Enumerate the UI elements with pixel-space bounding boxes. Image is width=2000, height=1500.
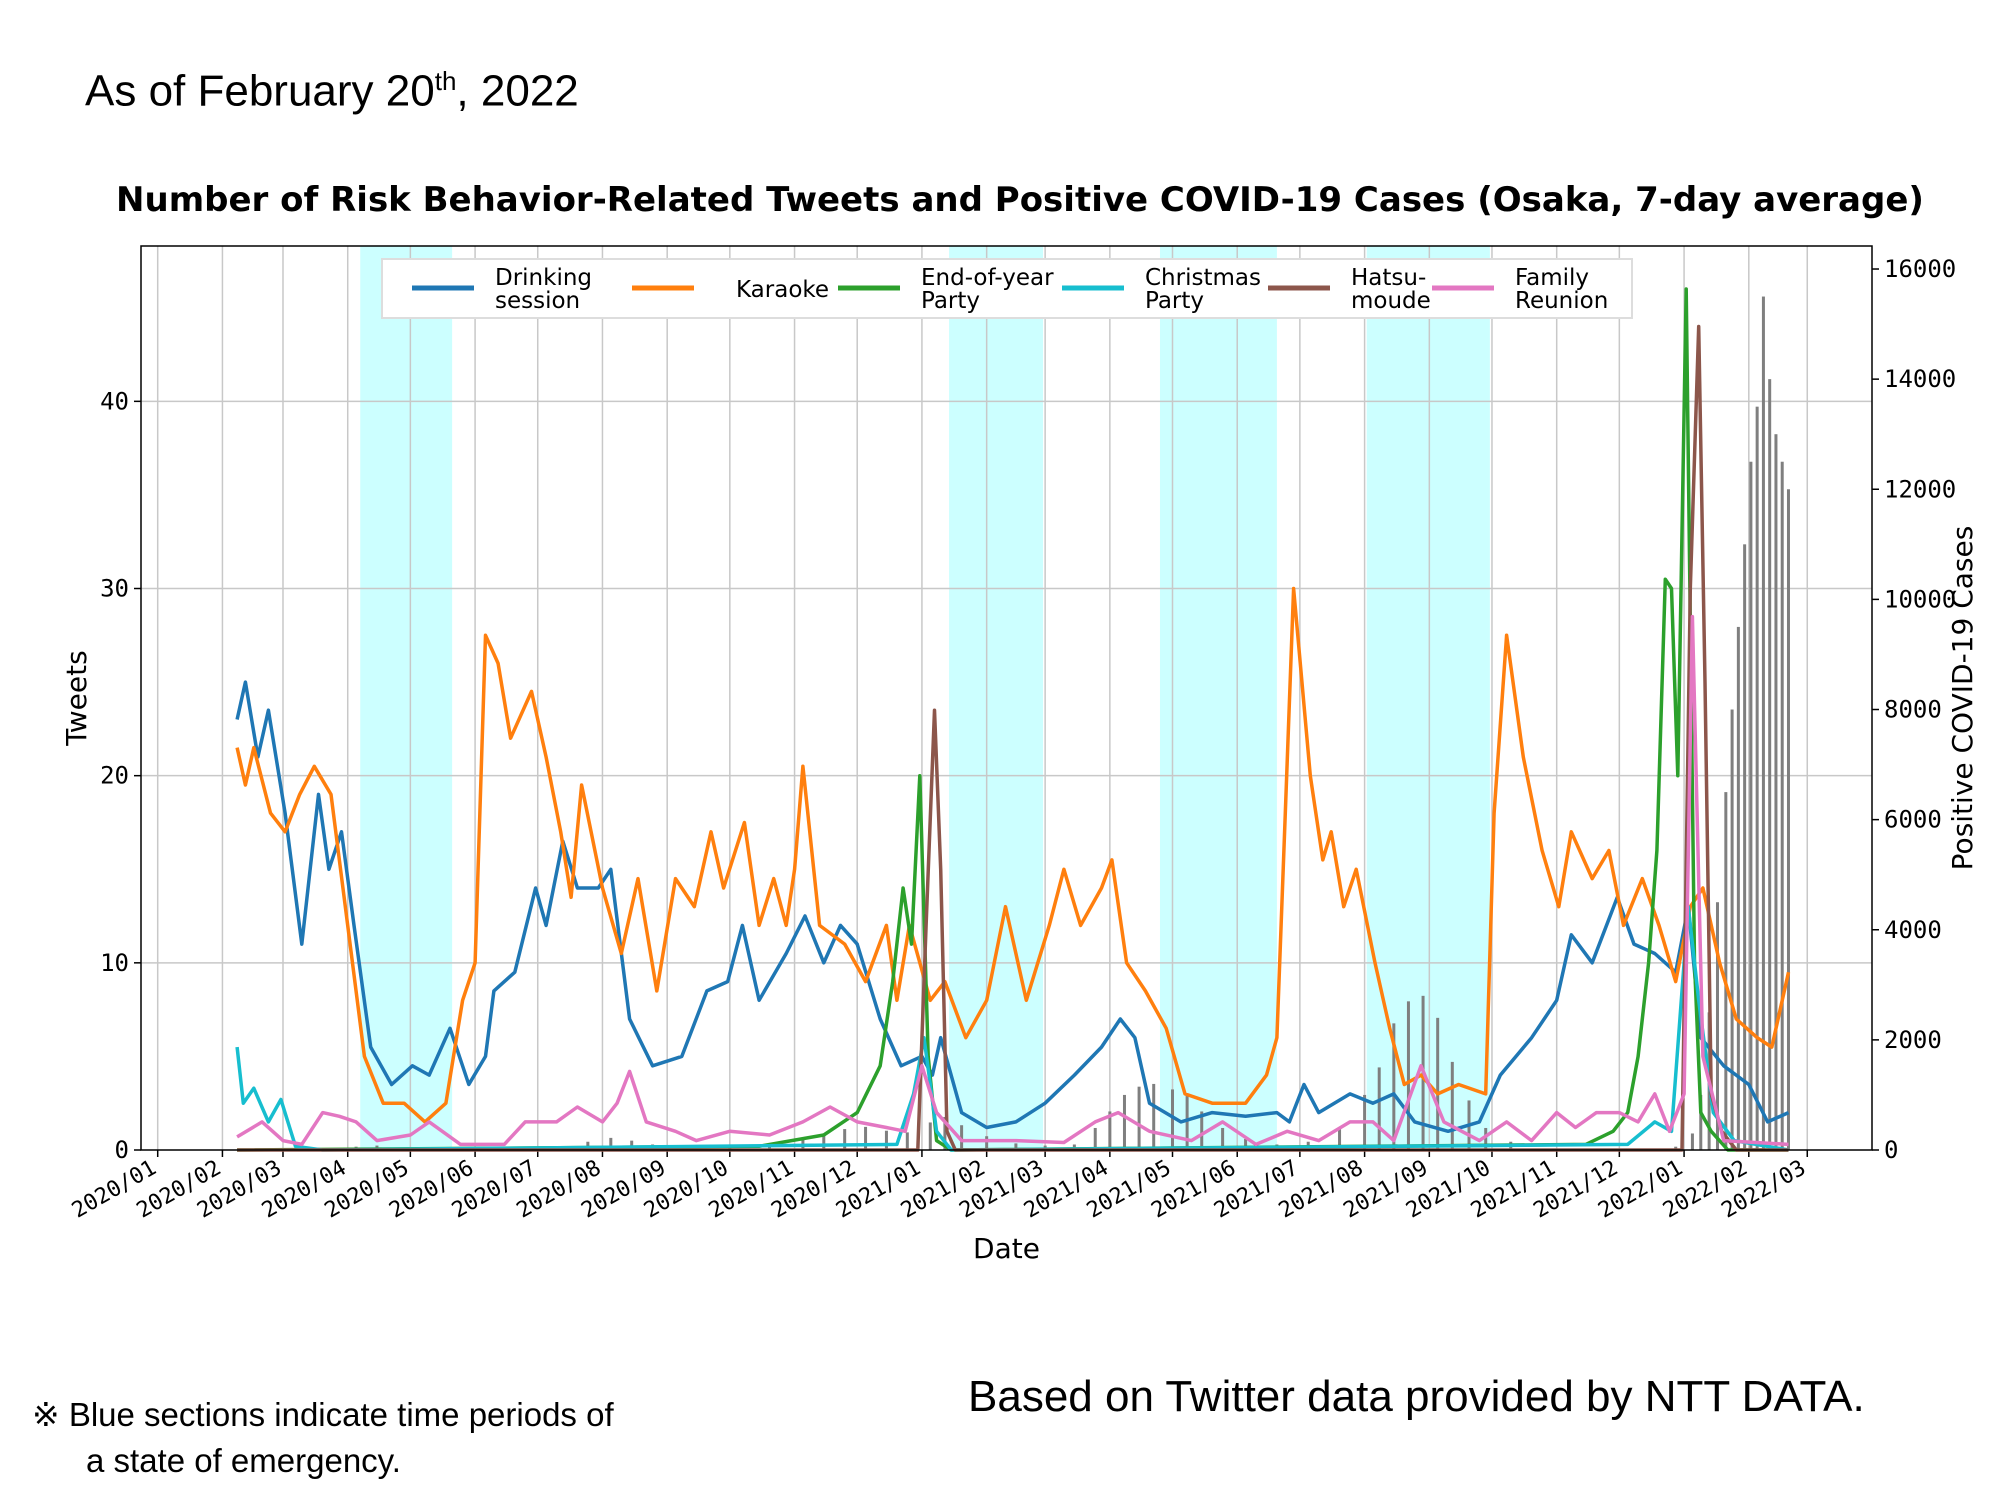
note-line-1: Blue sections indicate time periods of: [68, 1396, 614, 1433]
cases-bar: [1780, 461, 1784, 1150]
legend-label: Karaoke: [736, 277, 829, 303]
y2-axis-label: Positive COVID-19 Cases: [1946, 526, 1979, 871]
cases-bar: [1690, 1133, 1694, 1150]
cases-bar: [1377, 1067, 1381, 1150]
y2-tick-label: 8000: [1884, 696, 1942, 724]
cases-bar: [1244, 1138, 1248, 1150]
y-axis-label: Tweets: [60, 650, 93, 746]
cases-bar: [822, 1133, 826, 1150]
series-line-family-reunion: [236, 614, 1789, 1147]
emergency-note: ※ Blue sections indicate time periods of…: [32, 1392, 614, 1484]
legend-label: Hatsu-: [1351, 265, 1426, 291]
legend-label: Drinking: [495, 265, 592, 291]
y2-tick-label: 0: [1884, 1136, 1898, 1164]
y-tick-label: 40: [100, 387, 129, 415]
cases-bar: [1715, 902, 1719, 1150]
legend-label: session: [495, 288, 580, 314]
emergency-period: [949, 246, 1044, 1150]
cases-bar: [609, 1137, 613, 1150]
cases-bar: [1200, 1111, 1204, 1150]
y2-tick-label: 12000: [1884, 475, 1956, 503]
legend-label: moude: [1351, 288, 1431, 314]
cases-bar: [1014, 1143, 1018, 1150]
series-line-karaoke: [235, 586, 1791, 1124]
cases-bar: [1436, 1017, 1440, 1150]
x-axis-label: Date: [973, 1232, 1040, 1265]
cases-bar: [928, 1122, 932, 1150]
legend-label: Family: [1515, 265, 1589, 291]
y2-tick-label: 2000: [1884, 1026, 1942, 1054]
cases-bar: [768, 1145, 772, 1150]
emergency-period: [1366, 246, 1490, 1150]
cases-bar: [1152, 1083, 1156, 1150]
legend-label: Party: [1145, 288, 1204, 314]
cases-bar: [1774, 434, 1778, 1150]
legend-item: Hatsu-moude: [1268, 265, 1431, 314]
y-tick-label: 20: [100, 762, 129, 790]
y2-tick-label: 4000: [1884, 916, 1942, 944]
as-of-year: , 2022: [456, 66, 579, 116]
cases-bar: [1484, 1127, 1488, 1150]
cases-bar: [1406, 1001, 1410, 1150]
legend-label: Christmas: [1145, 265, 1261, 291]
y-tick-label: 0: [115, 1136, 129, 1164]
y-tick-label: 30: [100, 575, 129, 603]
cases-bar: [1699, 1094, 1703, 1150]
cases-bar: [1730, 709, 1734, 1150]
cases-bar: [1761, 296, 1765, 1150]
chart-title: Number of Risk Behavior-Related Tweets a…: [116, 180, 1924, 220]
y-tick-label: 10: [100, 949, 129, 977]
cases-bar: [1736, 626, 1740, 1150]
series-line-christmas-party: [235, 904, 1789, 1152]
cases-bar: [843, 1129, 847, 1150]
emergency-period: [360, 246, 453, 1150]
cases-bar: [1122, 1094, 1126, 1150]
cases-bar: [905, 1132, 909, 1150]
cases-bar: [1786, 489, 1790, 1150]
cases-bar: [1392, 1023, 1396, 1150]
as-of-text: As of February 20: [85, 66, 435, 116]
cases-bar: [985, 1136, 989, 1150]
cases-bar: [864, 1126, 868, 1150]
cases-bar: [960, 1125, 964, 1150]
cases-bar: [1171, 1089, 1175, 1150]
y2-tick-label: 6000: [1884, 806, 1942, 834]
cases-bar: [1137, 1086, 1141, 1150]
emergency-period: [1159, 246, 1277, 1150]
cases-bar: [943, 1116, 947, 1150]
cases-bar: [1450, 1061, 1454, 1150]
legend-item: Karaoke: [632, 277, 829, 303]
legend-box: [381, 258, 1633, 319]
data-credit: Based on Twitter data provided by NTT DA…: [968, 1372, 1865, 1421]
cases-bar: [1743, 544, 1747, 1150]
plot-frame: [140, 245, 1873, 1151]
legend-label: End-of-year: [921, 265, 1054, 291]
cases-bar: [1768, 379, 1772, 1150]
as-of-superscript: th: [434, 66, 457, 96]
cases-bar: [1221, 1127, 1225, 1150]
y2-tick-label: 10000: [1884, 585, 1956, 613]
cases-bar: [1108, 1111, 1112, 1150]
legend-label: Party: [921, 288, 980, 314]
note-mark: ※: [32, 1396, 60, 1433]
cases-bar: [1755, 406, 1759, 1150]
as-of-date: As of February 20th, 2022: [85, 66, 579, 117]
cases-bar: [884, 1130, 888, 1150]
note-line-2: a state of emergency.: [86, 1442, 401, 1479]
cases-bar: [1724, 792, 1728, 1150]
cases-bar: [1093, 1127, 1097, 1150]
legend-label: Reunion: [1515, 288, 1608, 314]
y2-tick-label: 16000: [1884, 255, 1956, 283]
cases-bar: [1185, 1094, 1189, 1150]
cases-bar: [1338, 1127, 1342, 1150]
y2-tick-label: 14000: [1884, 365, 1956, 393]
cases-bar: [1749, 461, 1753, 1150]
